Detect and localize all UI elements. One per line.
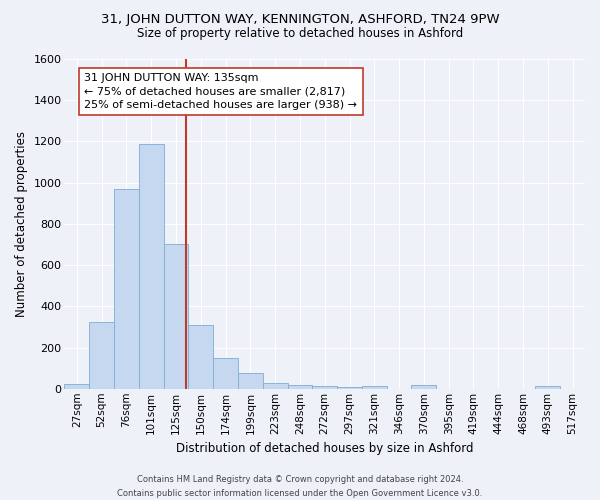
Text: Size of property relative to detached houses in Ashford: Size of property relative to detached ho… — [137, 28, 463, 40]
Bar — [238, 374, 263, 389]
Bar — [412, 385, 436, 389]
Bar — [535, 386, 560, 389]
Bar — [263, 382, 287, 389]
Bar — [164, 244, 188, 389]
Y-axis label: Number of detached properties: Number of detached properties — [15, 131, 28, 317]
Bar — [64, 384, 89, 389]
Text: 31 JOHN DUTTON WAY: 135sqm
← 75% of detached houses are smaller (2,817)
25% of s: 31 JOHN DUTTON WAY: 135sqm ← 75% of deta… — [84, 74, 357, 110]
Bar — [139, 144, 164, 389]
X-axis label: Distribution of detached houses by size in Ashford: Distribution of detached houses by size … — [176, 442, 473, 455]
Text: 31, JOHN DUTTON WAY, KENNINGTON, ASHFORD, TN24 9PW: 31, JOHN DUTTON WAY, KENNINGTON, ASHFORD… — [101, 12, 499, 26]
Bar — [313, 386, 337, 389]
Bar — [362, 386, 386, 389]
Bar — [287, 385, 313, 389]
Bar — [213, 358, 238, 389]
Text: Contains HM Land Registry data © Crown copyright and database right 2024.
Contai: Contains HM Land Registry data © Crown c… — [118, 476, 482, 498]
Bar — [114, 189, 139, 389]
Bar — [188, 325, 213, 389]
Bar — [337, 387, 362, 389]
Bar — [89, 322, 114, 389]
